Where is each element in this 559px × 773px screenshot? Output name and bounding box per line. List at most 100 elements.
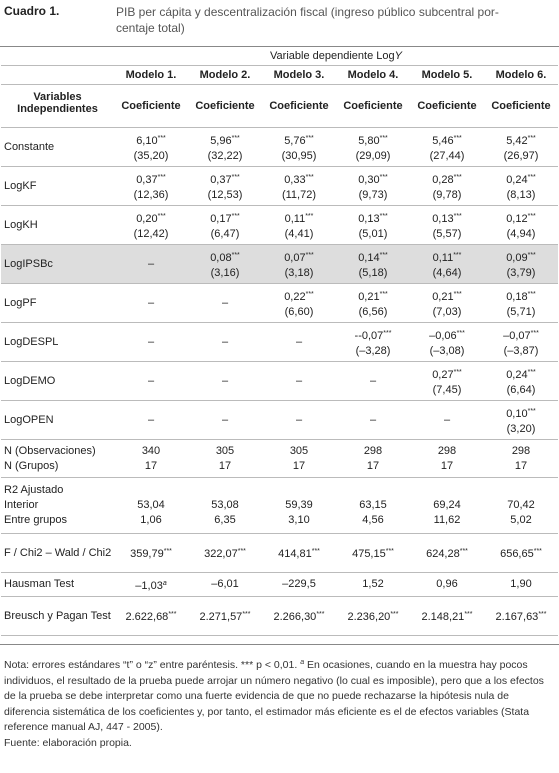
- note-part: En ocasiones, cuando en la muestra hay p…: [4, 659, 544, 733]
- coef-value: 298: [363, 444, 383, 457]
- std-error: (9,78): [432, 188, 462, 201]
- coef-value: 0,30: [358, 173, 380, 186]
- std-error: (5,18): [358, 266, 388, 279]
- table-row: LogKF 0,37*** (12,36) 0,37*** (12,53) 0,33***…: [1, 166, 558, 206]
- sub-value: 59,39: [263, 498, 335, 513]
- coef-value: 17: [292, 459, 306, 472]
- value-cell: 305 17: [188, 439, 262, 478]
- value-cell: 0,20*** (12,42): [114, 205, 188, 245]
- std-error: (8,13): [506, 188, 536, 201]
- std-error: (12,42): [133, 227, 169, 240]
- coef-line: –: [189, 374, 261, 389]
- value-cell: 624,28***: [410, 533, 484, 573]
- value-cell: 0,12*** (4,94): [484, 205, 558, 245]
- significance: ***: [453, 173, 462, 181]
- var-header: Variables Independientes: [1, 84, 114, 128]
- value-cell: –6,01: [188, 572, 262, 597]
- value-cell: 70,42 5,02: [484, 477, 558, 534]
- std-error: (26,97): [503, 149, 539, 162]
- significance: ***: [305, 173, 314, 181]
- coef-value: 298: [437, 444, 457, 457]
- sub-label: Entre grupos: [4, 514, 67, 526]
- std-error: (11,72): [281, 188, 317, 201]
- row-label: LogOPEN: [1, 400, 114, 440]
- sub-value: 305: [189, 444, 261, 459]
- table-row: Breusch y Pagan Test 2.622,68*** 2.271,57*…: [1, 596, 558, 636]
- value-cell: –1,03a: [114, 572, 188, 597]
- value-cell: 656,65***: [484, 533, 558, 573]
- std-error: (27,44): [429, 149, 465, 162]
- coef-value: 0,37: [210, 173, 232, 186]
- significance: ***: [157, 134, 166, 142]
- std-error: (6,47): [210, 227, 240, 240]
- value-cell: 0,30*** (9,73): [336, 166, 410, 206]
- value-cell: –: [262, 400, 336, 440]
- coef-value: –1,03: [135, 579, 163, 592]
- coef-value: 53,08: [211, 499, 239, 511]
- coef-value: 17: [144, 459, 158, 472]
- row-label: LogKH: [1, 205, 114, 245]
- value-cell: 0,10*** (3,20): [484, 400, 558, 440]
- value-cell: –: [114, 361, 188, 401]
- model-header: Modelo 2.: [188, 65, 262, 85]
- table-title: PIB per cápita y descentralización fisca…: [116, 4, 499, 46]
- significance: ***: [305, 212, 314, 220]
- value-cell: 2.622,68***: [114, 596, 188, 636]
- coef-line: 0,96: [411, 577, 483, 592]
- coef-line: 0,11***: [411, 248, 483, 266]
- coef-line: 2.236,20***: [337, 607, 409, 625]
- significance: ***: [379, 134, 388, 142]
- coef-value: 0,24: [506, 368, 528, 381]
- model-header: Modelo 6.: [484, 65, 558, 85]
- sub-value: 53,08: [189, 498, 261, 513]
- value-cell: –229,5: [262, 572, 336, 597]
- value-cell: 5,76*** (30,95): [262, 127, 336, 167]
- coef-value: 2.271,57: [199, 611, 243, 623]
- coef-value: 0,17: [210, 212, 232, 225]
- sub-value: 298: [411, 444, 483, 459]
- significance: ***: [316, 611, 325, 618]
- coef-line: 5,80***: [337, 131, 409, 149]
- significance: ***: [231, 212, 240, 220]
- value-cell: –: [262, 322, 336, 362]
- coef-value: –: [147, 296, 155, 309]
- value-cell: 0,27*** (7,45): [410, 361, 484, 401]
- coef-line: –: [263, 374, 335, 389]
- significance: ***: [311, 548, 320, 555]
- row-label: R2 Ajustado Interior Entre grupos: [1, 477, 114, 534]
- value-cell: 69,24 11,62: [410, 477, 484, 534]
- sub-value: 53,04: [115, 498, 187, 513]
- coef-value: 340: [141, 444, 161, 457]
- coef-line: –: [115, 413, 187, 428]
- value-cell: 0,28*** (9,78): [410, 166, 484, 206]
- coef-value: 2.148,21: [421, 611, 465, 623]
- coef-line: 475,15***: [337, 544, 409, 562]
- spacer: [411, 483, 483, 498]
- row-label: LogDEMO: [1, 361, 114, 401]
- coef-value: 305: [215, 444, 235, 457]
- coef-value: 5,46: [432, 134, 454, 147]
- spacer: [189, 483, 261, 498]
- value-cell: 2.167,63***: [484, 596, 558, 636]
- significance: ***: [453, 212, 462, 220]
- value-cell: 1,52: [336, 572, 410, 597]
- value-cell: 2.148,21***: [410, 596, 484, 636]
- coef-value: –: [295, 374, 303, 387]
- coef-value: 0,11: [284, 212, 306, 225]
- value-cell: 0,07*** (3,18): [262, 244, 336, 284]
- coef-line: 0,21***: [337, 287, 409, 305]
- coef-header: Coeficiente: [410, 84, 484, 128]
- value-cell: 359,79***: [114, 533, 188, 573]
- model-header: Modelo 4.: [336, 65, 410, 85]
- coef-line: 0,24***: [485, 170, 557, 188]
- value-cell: –: [262, 361, 336, 401]
- coef-value: 17: [514, 459, 528, 472]
- title-line: centaje total): [116, 21, 185, 35]
- value-cell: 0,33*** (11,72): [262, 166, 336, 206]
- coef-value: –: [443, 413, 451, 426]
- coef-line: 322,07***: [189, 544, 261, 562]
- std-error: (3,16): [210, 266, 240, 279]
- coef-line: 414,81***: [263, 544, 335, 562]
- coef-value: 298: [511, 444, 531, 457]
- coef-line: –: [115, 374, 187, 389]
